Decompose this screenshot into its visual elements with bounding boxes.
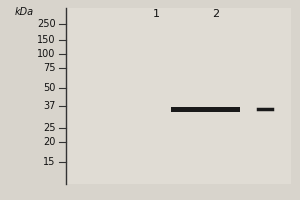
Text: 25: 25 [43,123,56,133]
Text: 150: 150 [37,35,56,45]
Text: 100: 100 [37,49,56,59]
Text: 50: 50 [43,83,56,93]
Text: 250: 250 [37,19,56,29]
Bar [171,106,240,112]
Text: 15: 15 [43,157,56,167]
Text: 75: 75 [43,63,56,73]
Text: 1: 1 [152,9,160,19]
Text: 37: 37 [43,101,56,111]
Text: 20: 20 [43,137,56,147]
Text: kDa: kDa [14,7,34,17]
Text: 2: 2 [212,9,220,19]
